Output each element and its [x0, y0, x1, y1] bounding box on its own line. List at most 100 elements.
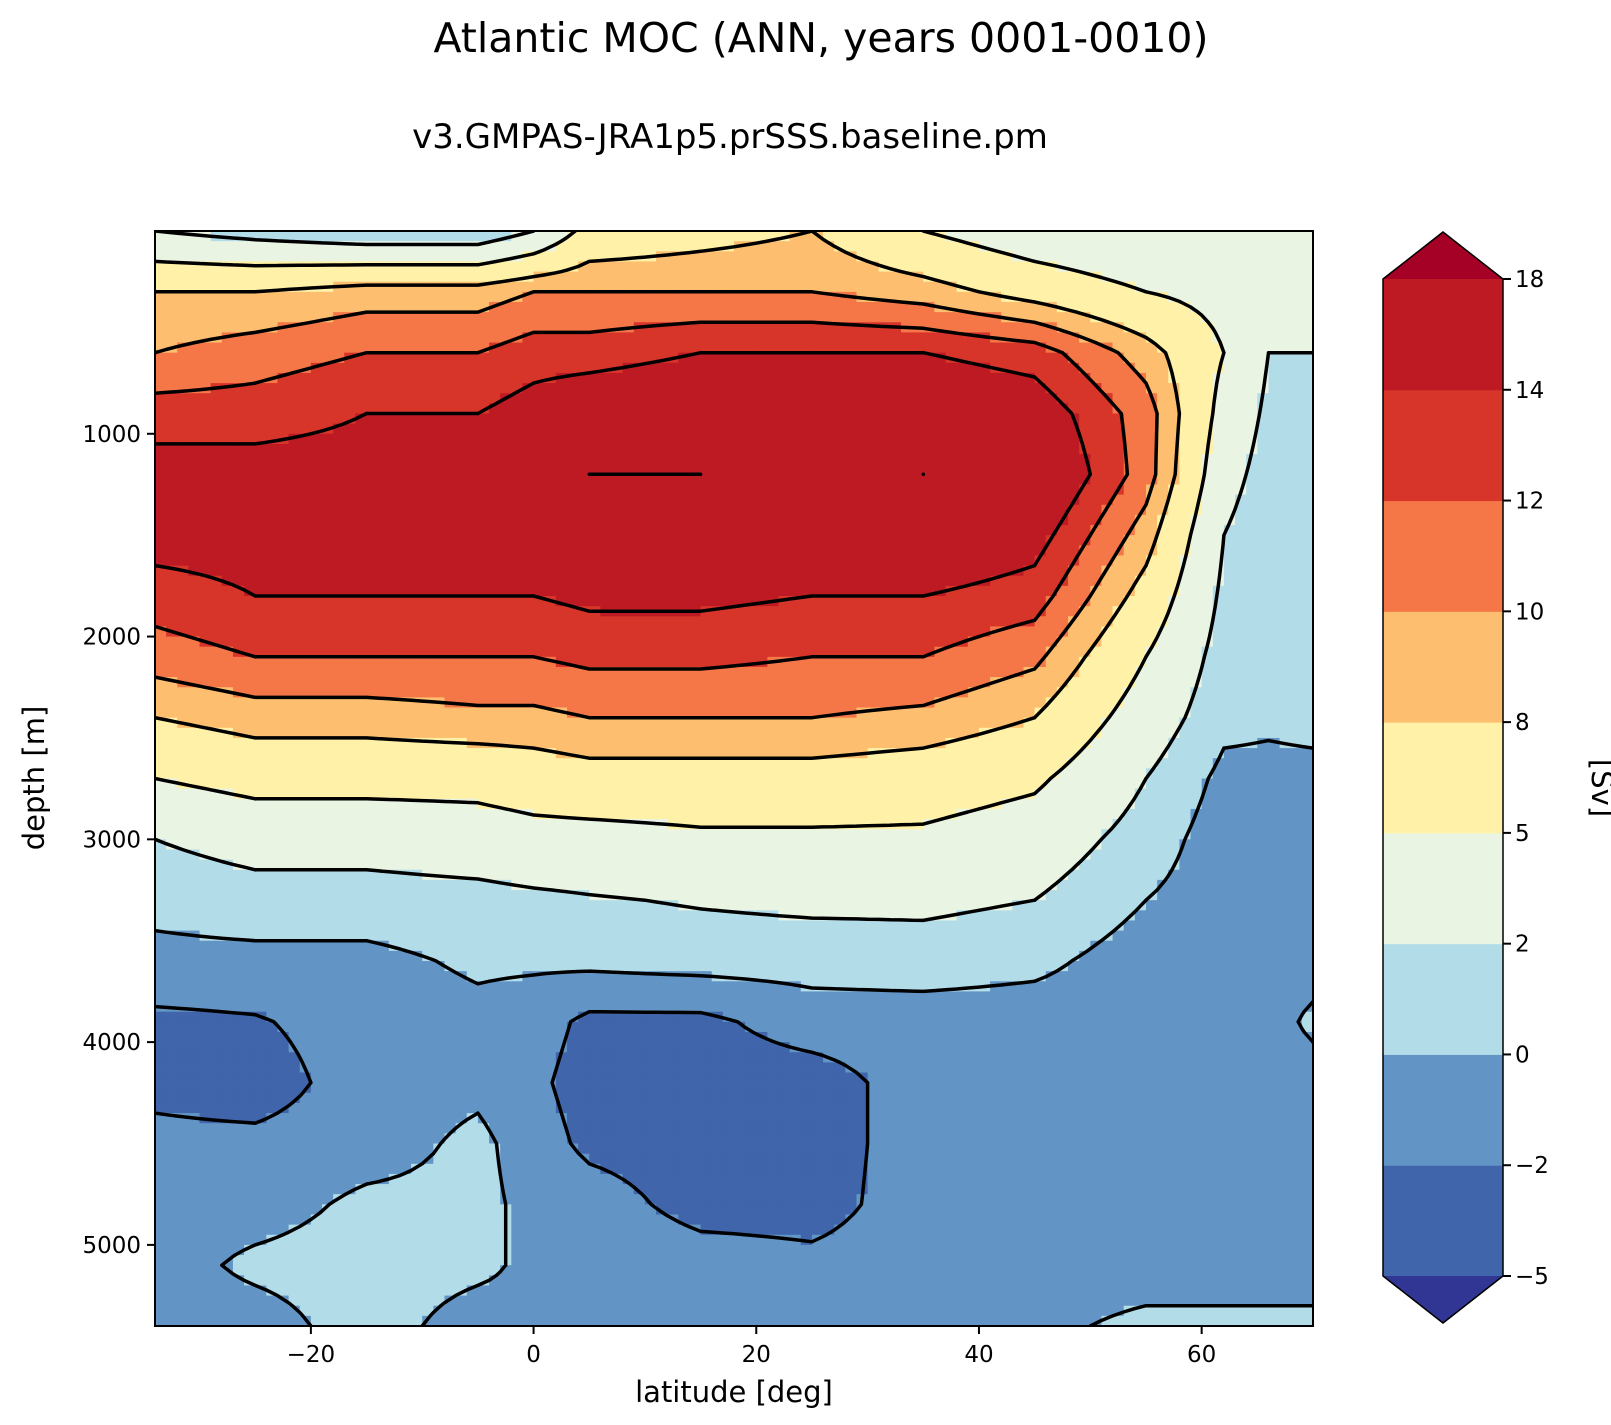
contour-cell: [299, 1214, 312, 1226]
contour-cell: [322, 514, 334, 526]
contour-cell: [210, 981, 223, 993]
contour-cell: [355, 849, 368, 861]
contour-cell: [388, 433, 401, 445]
contour-cell: [511, 1123, 524, 1134]
contour-cell: [232, 1082, 245, 1094]
contour-cell: [555, 433, 568, 445]
contour-cell: [177, 575, 189, 587]
contour-cell: [600, 687, 613, 698]
contour-cell: [355, 930, 368, 942]
contour-cell: [399, 484, 412, 496]
contour-cell: [155, 677, 167, 688]
contour-cell: [589, 1163, 601, 1175]
contour-cell: [299, 890, 312, 901]
contour-cell: [366, 778, 379, 790]
contour-cell: [589, 575, 601, 587]
contour-cell: [177, 1204, 189, 1216]
contour-cell: [544, 1133, 557, 1145]
contour-cell: [500, 1031, 512, 1043]
contour-cell: [399, 717, 412, 729]
contour-cell: [232, 666, 245, 678]
contour-cell: [399, 808, 412, 820]
contour-cell: [611, 261, 624, 273]
contour-cell: [633, 1173, 646, 1185]
contour-cell: [600, 839, 613, 851]
contour-cell: [377, 1001, 390, 1013]
contour-cell: [533, 1315, 546, 1326]
contour-cell: [344, 403, 357, 415]
contour-cell: [388, 1275, 401, 1287]
contour-cell: [288, 910, 301, 922]
contour-cell: [444, 1234, 457, 1246]
contour-cell: [411, 291, 423, 303]
contour-cell: [500, 251, 512, 263]
contour-cell: [232, 636, 245, 648]
contour-cell: [600, 1062, 613, 1074]
contour-cell: [266, 1102, 279, 1114]
contour-cell: [199, 1153, 212, 1165]
contour-cell: [511, 1143, 524, 1155]
contour-cell: [388, 849, 401, 861]
contour-cell: [455, 677, 468, 688]
contour-cell: [455, 504, 468, 516]
contour-cell: [622, 525, 635, 536]
contour-cell: [344, 646, 357, 658]
contour-cell: [333, 443, 345, 455]
contour-cell: [166, 1082, 178, 1094]
contour-cell: [166, 241, 178, 252]
contour-cell: [255, 930, 267, 942]
contour-cell: [221, 494, 234, 506]
contour-cell: [299, 383, 312, 394]
contour-cell: [644, 555, 657, 567]
contour-cell: [155, 585, 167, 597]
contour-cell: [611, 575, 624, 587]
contour-cell: [199, 433, 212, 445]
contour-cell: [277, 819, 290, 830]
contour-cell: [366, 454, 379, 465]
contour-cell: [522, 413, 535, 425]
contour-cell: [177, 808, 189, 820]
contour-cell: [578, 1244, 590, 1256]
contour-cell: [566, 1153, 579, 1165]
contour-cell: [255, 1173, 267, 1185]
contour-cell: [333, 596, 345, 607]
contour-cell: [477, 433, 490, 445]
contour-cell: [644, 879, 657, 891]
contour-cell: [199, 1265, 212, 1276]
contour-cell: [366, 514, 379, 526]
contour-cell: [589, 1042, 601, 1053]
contour-cell: [232, 1275, 245, 1287]
contour-cell: [500, 666, 512, 678]
contour-cell: [656, 1042, 668, 1053]
contour-cell: [322, 687, 334, 698]
contour-cell: [333, 585, 345, 597]
contour-cell: [244, 423, 256, 435]
contour-cell: [221, 1092, 234, 1104]
contour-cell: [578, 352, 590, 364]
contour-cell: [433, 585, 446, 597]
contour-cell: [622, 727, 635, 739]
contour-cell: [489, 1011, 501, 1023]
contour-cell: [411, 443, 423, 455]
contour-cell: [199, 666, 212, 678]
contour-cell: [644, 1153, 657, 1165]
contour-cell: [344, 474, 357, 486]
contour-cell: [344, 788, 357, 800]
contour-cell: [455, 383, 468, 394]
contour-cell: [399, 545, 412, 557]
contour-cell: [644, 545, 657, 557]
contour-cell: [489, 748, 501, 759]
contour-cell: [333, 1163, 345, 1175]
contour-cell: [633, 413, 646, 425]
contour-cell: [489, 991, 501, 1003]
contour-cell: [455, 626, 468, 638]
contour-cell: [266, 413, 279, 425]
contour-cell: [455, 1295, 468, 1307]
contour-cell: [589, 555, 601, 567]
contour-cell: [199, 950, 212, 962]
contour-cell: [444, 808, 457, 820]
contour-cell: [377, 961, 390, 972]
contour-cell: [199, 301, 212, 313]
contour-cell: [555, 251, 568, 263]
